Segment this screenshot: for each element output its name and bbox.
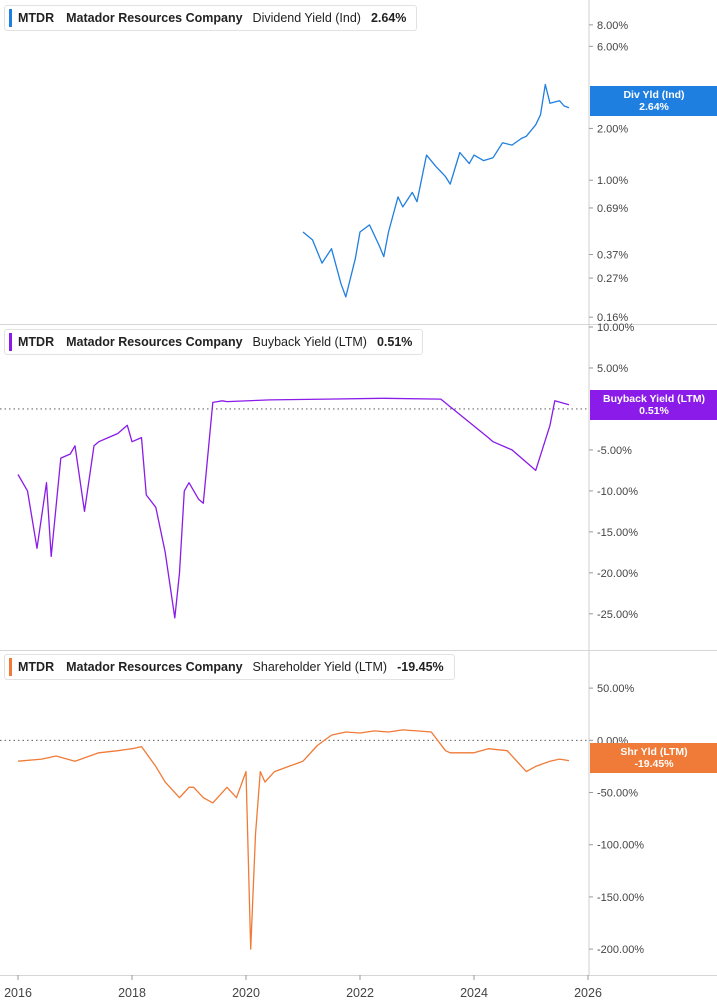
- series-line: [17, 397, 570, 619]
- y-tick-label: 0.16%: [597, 312, 628, 324]
- legend-value: 2.64%: [370, 11, 407, 25]
- y-tick-label: 0.69%: [597, 203, 628, 215]
- legend-color-swatch: [9, 9, 12, 27]
- legend-company: Matador Resources Company: [66, 335, 243, 349]
- legend-ticker: MTDR: [18, 11, 55, 25]
- y-tick-label: -100.00%: [597, 840, 644, 852]
- y-tick-label: -5.00%: [597, 445, 632, 457]
- buyback-yield-tag: Buyback Yield (LTM) 0.51%: [590, 390, 717, 420]
- dividend-yield-tag: Div Yld (Ind) 2.64%: [590, 86, 717, 116]
- y-tick-label: -20.00%: [597, 568, 638, 580]
- legend-metric: Shareholder Yield (LTM): [252, 660, 388, 674]
- y-tick-label: -150.00%: [597, 892, 644, 904]
- x-tick-label: 2016: [4, 986, 32, 1000]
- legend-ticker: MTDR: [18, 335, 55, 349]
- y-tick-label: -10.00%: [597, 486, 638, 498]
- series-line: [17, 729, 570, 950]
- legend-color-swatch: [9, 658, 12, 676]
- legend-color-swatch: [9, 333, 12, 351]
- y-tick-label: 0.27%: [597, 273, 628, 285]
- x-tick-label: 2020: [232, 986, 260, 1000]
- series-line: [302, 83, 570, 298]
- legend-metric: Buyback Yield (LTM): [252, 335, 367, 349]
- tag-value: 2.64%: [639, 101, 669, 113]
- tag-value: 0.51%: [639, 405, 669, 417]
- y-tick-label: -200.00%: [597, 944, 644, 956]
- tag-label: Div Yld (Ind): [623, 89, 685, 101]
- x-tick-label: 2018: [118, 986, 146, 1000]
- legend-metric: Dividend Yield (Ind): [252, 11, 361, 25]
- x-tick-label: 2022: [346, 986, 374, 1000]
- tag-label: Shr Yld (LTM): [620, 746, 688, 758]
- legend-value: -19.45%: [397, 660, 444, 674]
- legend-company: Matador Resources Company: [66, 660, 243, 674]
- tag-label: Buyback Yield (LTM): [603, 393, 705, 405]
- x-tick-label: 2026: [574, 986, 602, 1000]
- y-tick-label: -50.00%: [597, 788, 638, 800]
- dividend-yield-legend[interactable]: MTDR Matador Resources Company Dividend …: [4, 5, 418, 31]
- y-tick-label: 10.00%: [597, 322, 635, 334]
- x-tick-label: 2024: [460, 986, 488, 1000]
- legend-value: 0.51%: [376, 335, 413, 349]
- y-tick-label: 5.00%: [597, 363, 628, 375]
- tag-value: -19.45%: [634, 758, 674, 770]
- y-tick-label: 1.00%: [597, 175, 628, 187]
- shareholder-yield-tag: Shr Yld (LTM) -19.45%: [590, 743, 717, 773]
- y-tick-label: 8.00%: [597, 20, 628, 32]
- y-tick-label: 2.00%: [597, 123, 628, 135]
- y-tick-label: 6.00%: [597, 41, 628, 53]
- legend-company: Matador Resources Company: [66, 11, 243, 25]
- buyback-yield-legend[interactable]: MTDR Matador Resources Company Buyback Y…: [4, 329, 424, 355]
- y-tick-label: 0.37%: [597, 250, 628, 262]
- legend-ticker: MTDR: [18, 660, 55, 674]
- y-tick-label: 50.00%: [597, 683, 635, 695]
- y-tick-label: -15.00%: [597, 527, 638, 539]
- shareholder-yield-legend[interactable]: MTDR Matador Resources Company Sharehold…: [4, 654, 455, 680]
- y-tick-label: -25.00%: [597, 609, 638, 621]
